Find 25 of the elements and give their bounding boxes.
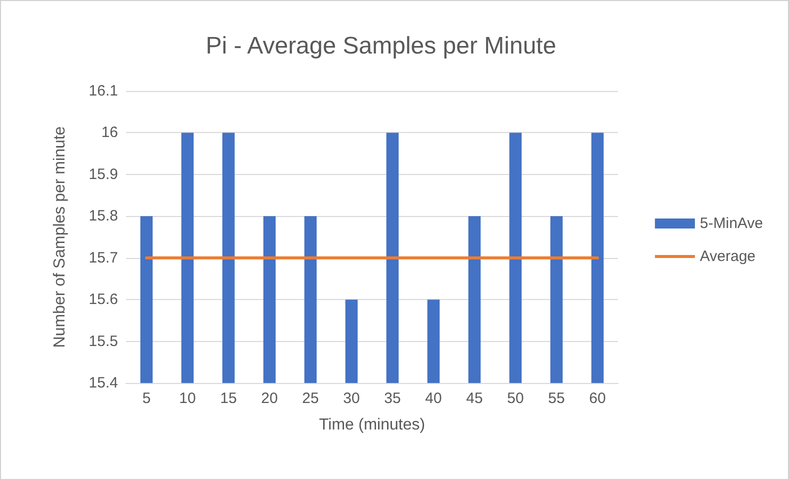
y-axis-title: Number of Samples per minute <box>52 126 68 348</box>
x-tick-label: 15 <box>220 390 237 407</box>
y-tick-label: 15.4 <box>88 374 118 392</box>
x-tick-label: 35 <box>384 390 401 407</box>
y-tick-label: 16 <box>101 124 118 142</box>
x-tick-label: 55 <box>548 390 565 407</box>
y-tick-label: 15.9 <box>88 166 118 183</box>
y-tick-label: 15.5 <box>88 332 118 350</box>
y-tick-label: 15.8 <box>88 208 118 225</box>
x-tick-label: 10 <box>179 390 196 407</box>
x-tick-label: 5 <box>142 390 151 407</box>
y-tick-label: 15.7 <box>88 249 118 266</box>
x-tick-label: 45 <box>466 390 483 407</box>
legend-label: 5-MinAve <box>700 215 764 232</box>
x-tick-label: 50 <box>507 390 524 407</box>
x-tick-label: 40 <box>425 390 442 407</box>
x-tick-label: 20 <box>261 390 278 407</box>
y-tick-label: 16.1 <box>88 82 118 100</box>
x-tick-label: 25 <box>302 390 319 407</box>
legend-label: Average <box>700 248 756 265</box>
chart-title: Pi - Average Samples per Minute <box>206 32 556 60</box>
x-tick-label: 30 <box>343 390 360 407</box>
x-axis-title: Time (minutes) <box>318 416 426 434</box>
x-tick-label: 60 <box>589 390 606 407</box>
y-tick-label: 15.6 <box>88 291 118 308</box>
